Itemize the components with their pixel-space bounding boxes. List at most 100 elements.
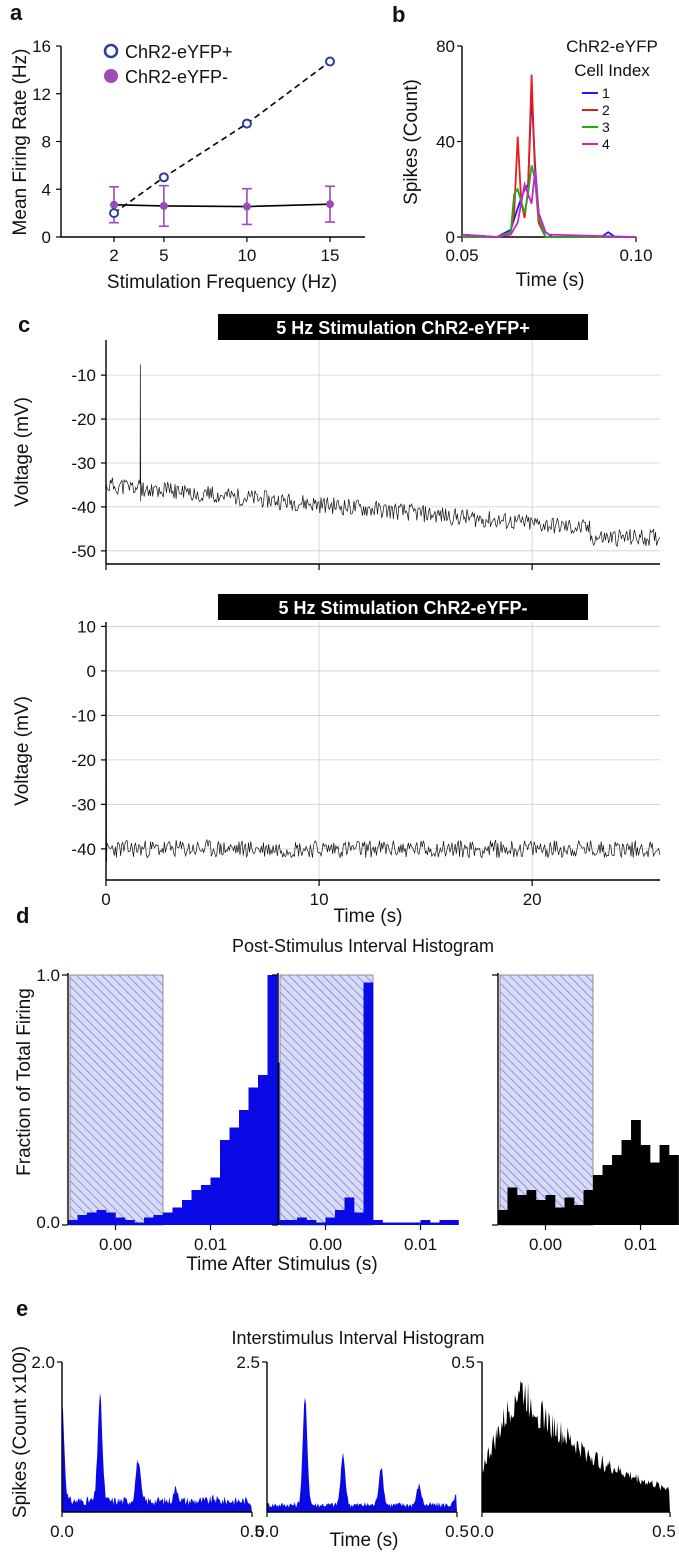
y-tick-label: 4 [42,180,51,199]
histogram-bar [430,1222,440,1225]
histogram-bar [134,1222,145,1225]
x-tick-label: 0.5 [445,1522,469,1541]
data-point-positive [241,118,252,129]
y-tick-label: -30 [71,795,96,814]
y-tick-label: -40 [71,498,96,517]
x-tick-label: 0.00 [99,1235,132,1254]
histogram-bar [612,1155,622,1225]
histogram-bar [354,1212,364,1225]
y-tick-label: -10 [71,706,96,725]
data-point-positive [158,172,169,183]
histogram-bar [555,1207,565,1225]
histogram-bar [96,1210,107,1225]
histogram-bar [316,1222,326,1225]
histogram-bar [258,1075,268,1225]
x-axis-label: Time After Stimulus (s) [186,1254,377,1275]
panel-e-interstimulus-histogram: Interstimulus Interval Histogram Spikes (… [10,1328,676,1551]
y-axis-label: Voltage (mV) [12,397,33,507]
histogram-bar [267,975,278,1225]
histogram-bar [593,1175,603,1225]
panel-d-post-stimulus-histogram: Post-Stimulus Interval Histogram Fraction… [14,936,679,1275]
histogram-bar [287,1220,298,1225]
histogram-bar [583,1190,594,1225]
panel-c-voltage-traces: -50 -40 -30 -20 -10 5 Hz Stimulation ChR2-eYF… [12,314,661,927]
panel-label-b: b [392,2,405,27]
chart-title: Post-Stimulus Interval Histogram [232,936,494,956]
y-tick-label: 2.0 [31,1353,55,1372]
y-tick-label: -30 [71,454,96,473]
x-tick-label: 10 [310,890,329,909]
x-tick-label: 20 [523,890,542,909]
legend-label-negative: ChR2-eYFP- [125,67,228,87]
legend-label-cell-2: 2 [602,102,610,118]
histogram-bar [220,1140,230,1225]
series-line-positive [113,60,331,214]
histogram-bar [420,1220,431,1225]
legend-title: Cell Index [574,61,650,80]
histogram-bar [144,1217,154,1225]
histogram-bar [507,1187,518,1225]
histogram-bar [77,1215,88,1225]
x-tick-label: 0.00 [529,1235,562,1254]
y-tick-label: 40 [436,133,455,152]
histogram-bar [574,1205,584,1225]
y-axis-label: Voltage (mV) [12,696,33,806]
y-tick-label: 0.5 [451,1353,475,1372]
histogram-bar [392,1222,402,1225]
stimulus-window [69,974,164,1226]
y-tick-label: -20 [71,751,96,770]
histogram-bar [182,1200,192,1225]
histogram-bar [363,982,374,1225]
histogram-bar [449,1220,459,1225]
series-line-cell-4 [461,170,637,238]
panel-label-c: c [18,312,30,337]
x-tick-label: 0.5 [240,1522,264,1541]
histogram-bar [536,1200,546,1225]
data-point-positive [109,208,119,219]
histogram-bar [210,1177,221,1225]
x-tick-label: 0.5 [652,1522,676,1541]
panel-label-d: d [16,903,29,928]
data-point-negative [242,202,251,211]
x-tick-label: 0.00 [309,1235,342,1254]
y-tick-label: -10 [71,366,96,385]
y-tick-label: 80 [436,37,455,56]
histogram-bar [248,1087,259,1225]
x-axis-label: Stimulation Frequency (Hz) [107,272,337,293]
histogram-area [267,1397,457,1512]
histogram-area [62,1392,252,1512]
x-tick-label: 0.01 [624,1235,657,1254]
histogram-bar [411,1222,421,1225]
x-tick-label: 0.0 [255,1522,279,1541]
histogram-bar [564,1197,575,1225]
y-tick-label: 0 [87,662,96,681]
y-tick-label: 0.0 [36,1213,60,1232]
y-tick-label: -20 [71,410,96,429]
histogram-bar [115,1217,126,1225]
x-axis-label: Time (s) [334,906,403,927]
y-tick-label: 10 [77,617,96,636]
x-tick-label: 10 [237,246,256,265]
histogram-bar [297,1217,307,1225]
histogram-bar [335,1210,345,1225]
legend-label-positive: ChR2-eYFP+ [125,42,233,62]
histogram-bar [640,1145,651,1225]
panel-label-e: e [16,1296,28,1321]
stimulus-window [279,974,374,1226]
series-line-cell-3 [462,165,636,238]
y-tick-label: -50 [71,542,96,561]
histogram-bar [191,1190,202,1225]
x-tick-label: 0.0 [50,1522,74,1541]
y-axis-label: Fraction of Total Firing [14,988,35,1176]
legend-title: ChR2-eYFP [566,37,658,56]
data-point-negative [110,200,118,209]
panel-a-firing-rate-chart: 0 4 8 12 16 2 5 10 15 Stimulation Frequency (Hz) M… [10,37,365,293]
x-tick-label: 0.01 [404,1235,437,1254]
histogram-bar [325,1217,336,1225]
panel-label-a: a [10,0,23,25]
legend-label-cell-3: 3 [602,119,610,135]
data-point-positive [325,56,335,67]
histogram-bar [602,1165,613,1225]
histogram-bar [401,1222,412,1225]
